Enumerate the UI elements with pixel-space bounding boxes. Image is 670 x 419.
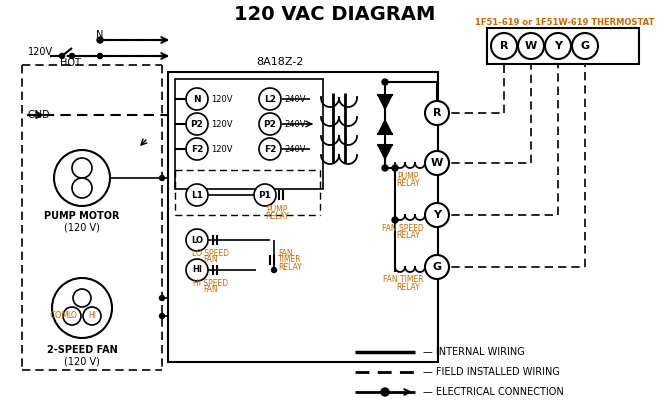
- Text: F2: F2: [191, 145, 203, 153]
- Text: 2-SPEED FAN: 2-SPEED FAN: [47, 345, 117, 355]
- Circle shape: [72, 178, 92, 198]
- Circle shape: [381, 388, 389, 396]
- Circle shape: [382, 79, 388, 85]
- Text: FAN SPEED: FAN SPEED: [382, 223, 424, 233]
- Text: GND: GND: [28, 110, 50, 120]
- Text: L1: L1: [191, 191, 203, 199]
- Circle shape: [392, 217, 398, 223]
- Text: 120 VAC DIAGRAM: 120 VAC DIAGRAM: [234, 5, 436, 23]
- Circle shape: [254, 184, 276, 206]
- Text: 240V: 240V: [284, 95, 306, 103]
- Text: (120 V): (120 V): [64, 356, 100, 366]
- Circle shape: [159, 176, 165, 181]
- Circle shape: [63, 307, 81, 325]
- Text: N: N: [96, 30, 104, 40]
- Text: 8A18Z-2: 8A18Z-2: [257, 57, 304, 67]
- Text: G: G: [580, 41, 590, 51]
- Text: FAN: FAN: [278, 248, 293, 258]
- Text: PUMP MOTOR: PUMP MOTOR: [44, 211, 120, 221]
- Text: 120V: 120V: [28, 47, 53, 57]
- Text: FAN: FAN: [204, 285, 218, 295]
- Circle shape: [159, 295, 165, 300]
- Text: P2: P2: [190, 119, 204, 129]
- Text: — FIELD INSTALLED WIRING: — FIELD INSTALLED WIRING: [423, 367, 560, 377]
- Text: TIMER: TIMER: [278, 256, 302, 264]
- Circle shape: [70, 54, 74, 59]
- Text: PUMP: PUMP: [397, 171, 419, 181]
- Polygon shape: [378, 145, 392, 159]
- Text: P2: P2: [263, 119, 277, 129]
- Text: FAN TIMER: FAN TIMER: [383, 276, 423, 285]
- Text: 120V: 120V: [211, 119, 232, 129]
- Circle shape: [97, 37, 103, 43]
- Circle shape: [259, 113, 281, 135]
- Circle shape: [186, 229, 208, 251]
- Text: R: R: [500, 41, 509, 51]
- Circle shape: [159, 313, 165, 318]
- Text: LO: LO: [67, 311, 77, 321]
- Circle shape: [186, 138, 208, 160]
- Text: Y: Y: [554, 41, 562, 51]
- Circle shape: [392, 165, 398, 171]
- Bar: [487, 28, 639, 64]
- Circle shape: [186, 259, 208, 281]
- Circle shape: [425, 101, 449, 125]
- Circle shape: [382, 165, 388, 171]
- Text: R: R: [433, 108, 442, 118]
- Text: RELAY: RELAY: [396, 178, 420, 187]
- Text: W: W: [525, 41, 537, 51]
- Circle shape: [98, 54, 103, 59]
- Circle shape: [425, 203, 449, 227]
- Circle shape: [425, 151, 449, 175]
- Text: L2: L2: [264, 95, 276, 103]
- Circle shape: [271, 267, 277, 272]
- Circle shape: [83, 307, 101, 325]
- Text: HI: HI: [192, 266, 202, 274]
- Text: P1: P1: [259, 191, 271, 199]
- Circle shape: [186, 113, 208, 135]
- Polygon shape: [378, 95, 392, 109]
- Text: RELAY: RELAY: [265, 212, 289, 220]
- Text: HI SPEED: HI SPEED: [194, 279, 228, 287]
- Circle shape: [73, 289, 91, 307]
- Text: Y: Y: [433, 210, 441, 220]
- Polygon shape: [378, 120, 392, 134]
- Text: 120V: 120V: [211, 95, 232, 103]
- Bar: [175, 79, 323, 189]
- Circle shape: [425, 255, 449, 279]
- Text: G: G: [432, 262, 442, 272]
- Text: HI: HI: [88, 311, 96, 321]
- Text: LO SPEED: LO SPEED: [192, 248, 230, 258]
- Text: FAN: FAN: [204, 256, 218, 264]
- Text: 240V: 240V: [284, 119, 306, 129]
- Circle shape: [52, 278, 112, 338]
- Circle shape: [259, 88, 281, 110]
- Text: F2: F2: [264, 145, 276, 153]
- Text: W: W: [431, 158, 443, 168]
- Circle shape: [186, 88, 208, 110]
- Circle shape: [259, 138, 281, 160]
- Circle shape: [54, 150, 110, 206]
- Circle shape: [186, 184, 208, 206]
- Text: 240V: 240V: [284, 145, 306, 153]
- Text: 120V: 120V: [211, 145, 232, 153]
- Text: COM: COM: [50, 311, 70, 321]
- Text: 1F51-619 or 1F51W-619 THERMOSTAT: 1F51-619 or 1F51W-619 THERMOSTAT: [475, 18, 655, 26]
- Bar: [168, 72, 438, 362]
- Text: PUMP: PUMP: [266, 204, 287, 214]
- Text: — ELECTRICAL CONNECTION: — ELECTRICAL CONNECTION: [423, 387, 563, 397]
- Text: LO: LO: [191, 235, 203, 245]
- Text: RELAY: RELAY: [396, 282, 420, 292]
- Circle shape: [60, 54, 64, 59]
- Text: RELAY: RELAY: [278, 262, 302, 272]
- Text: N: N: [193, 95, 201, 103]
- Text: (120 V): (120 V): [64, 222, 100, 232]
- Text: — INTERNAL WIRING: — INTERNAL WIRING: [423, 347, 525, 357]
- Text: HOT: HOT: [60, 58, 80, 68]
- Circle shape: [72, 158, 92, 178]
- Text: RELAY: RELAY: [396, 230, 420, 240]
